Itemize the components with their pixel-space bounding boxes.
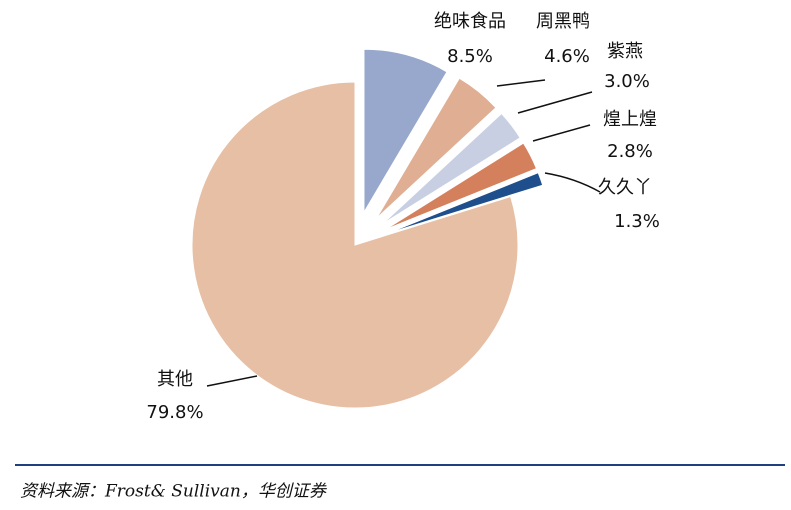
slice-label: 其他: [157, 369, 193, 390]
leader-line: [206, 375, 258, 387]
pie-slice: [363, 48, 448, 215]
slice-label: 周黑鸭: [536, 11, 590, 32]
leader-line: [532, 124, 591, 142]
slice-label: 久久丫: [598, 177, 652, 198]
slice-value: 4.6%: [544, 46, 590, 67]
pie-slice: [381, 112, 521, 225]
pie-slice: [375, 77, 497, 219]
slice-value: 1.3%: [614, 211, 660, 232]
slice-value: 3.0%: [604, 71, 650, 92]
slice-label: 紫燕: [607, 41, 643, 62]
pie-slice: [191, 81, 519, 409]
leader-line: [517, 91, 593, 114]
slice-value: 79.8%: [146, 402, 203, 423]
leader-line: [496, 79, 546, 87]
slice-label: 绝味食品: [434, 11, 506, 32]
pie-slice: [386, 171, 544, 235]
slice-value: 2.8%: [607, 141, 653, 162]
leader-line: [544, 172, 601, 193]
slice-value: 8.5%: [447, 46, 493, 67]
pie-slice: [385, 142, 538, 231]
source-note: 资料来源：Frost& Sullivan，华创证券: [20, 482, 328, 502]
slice-label: 煌上煌: [603, 109, 657, 130]
